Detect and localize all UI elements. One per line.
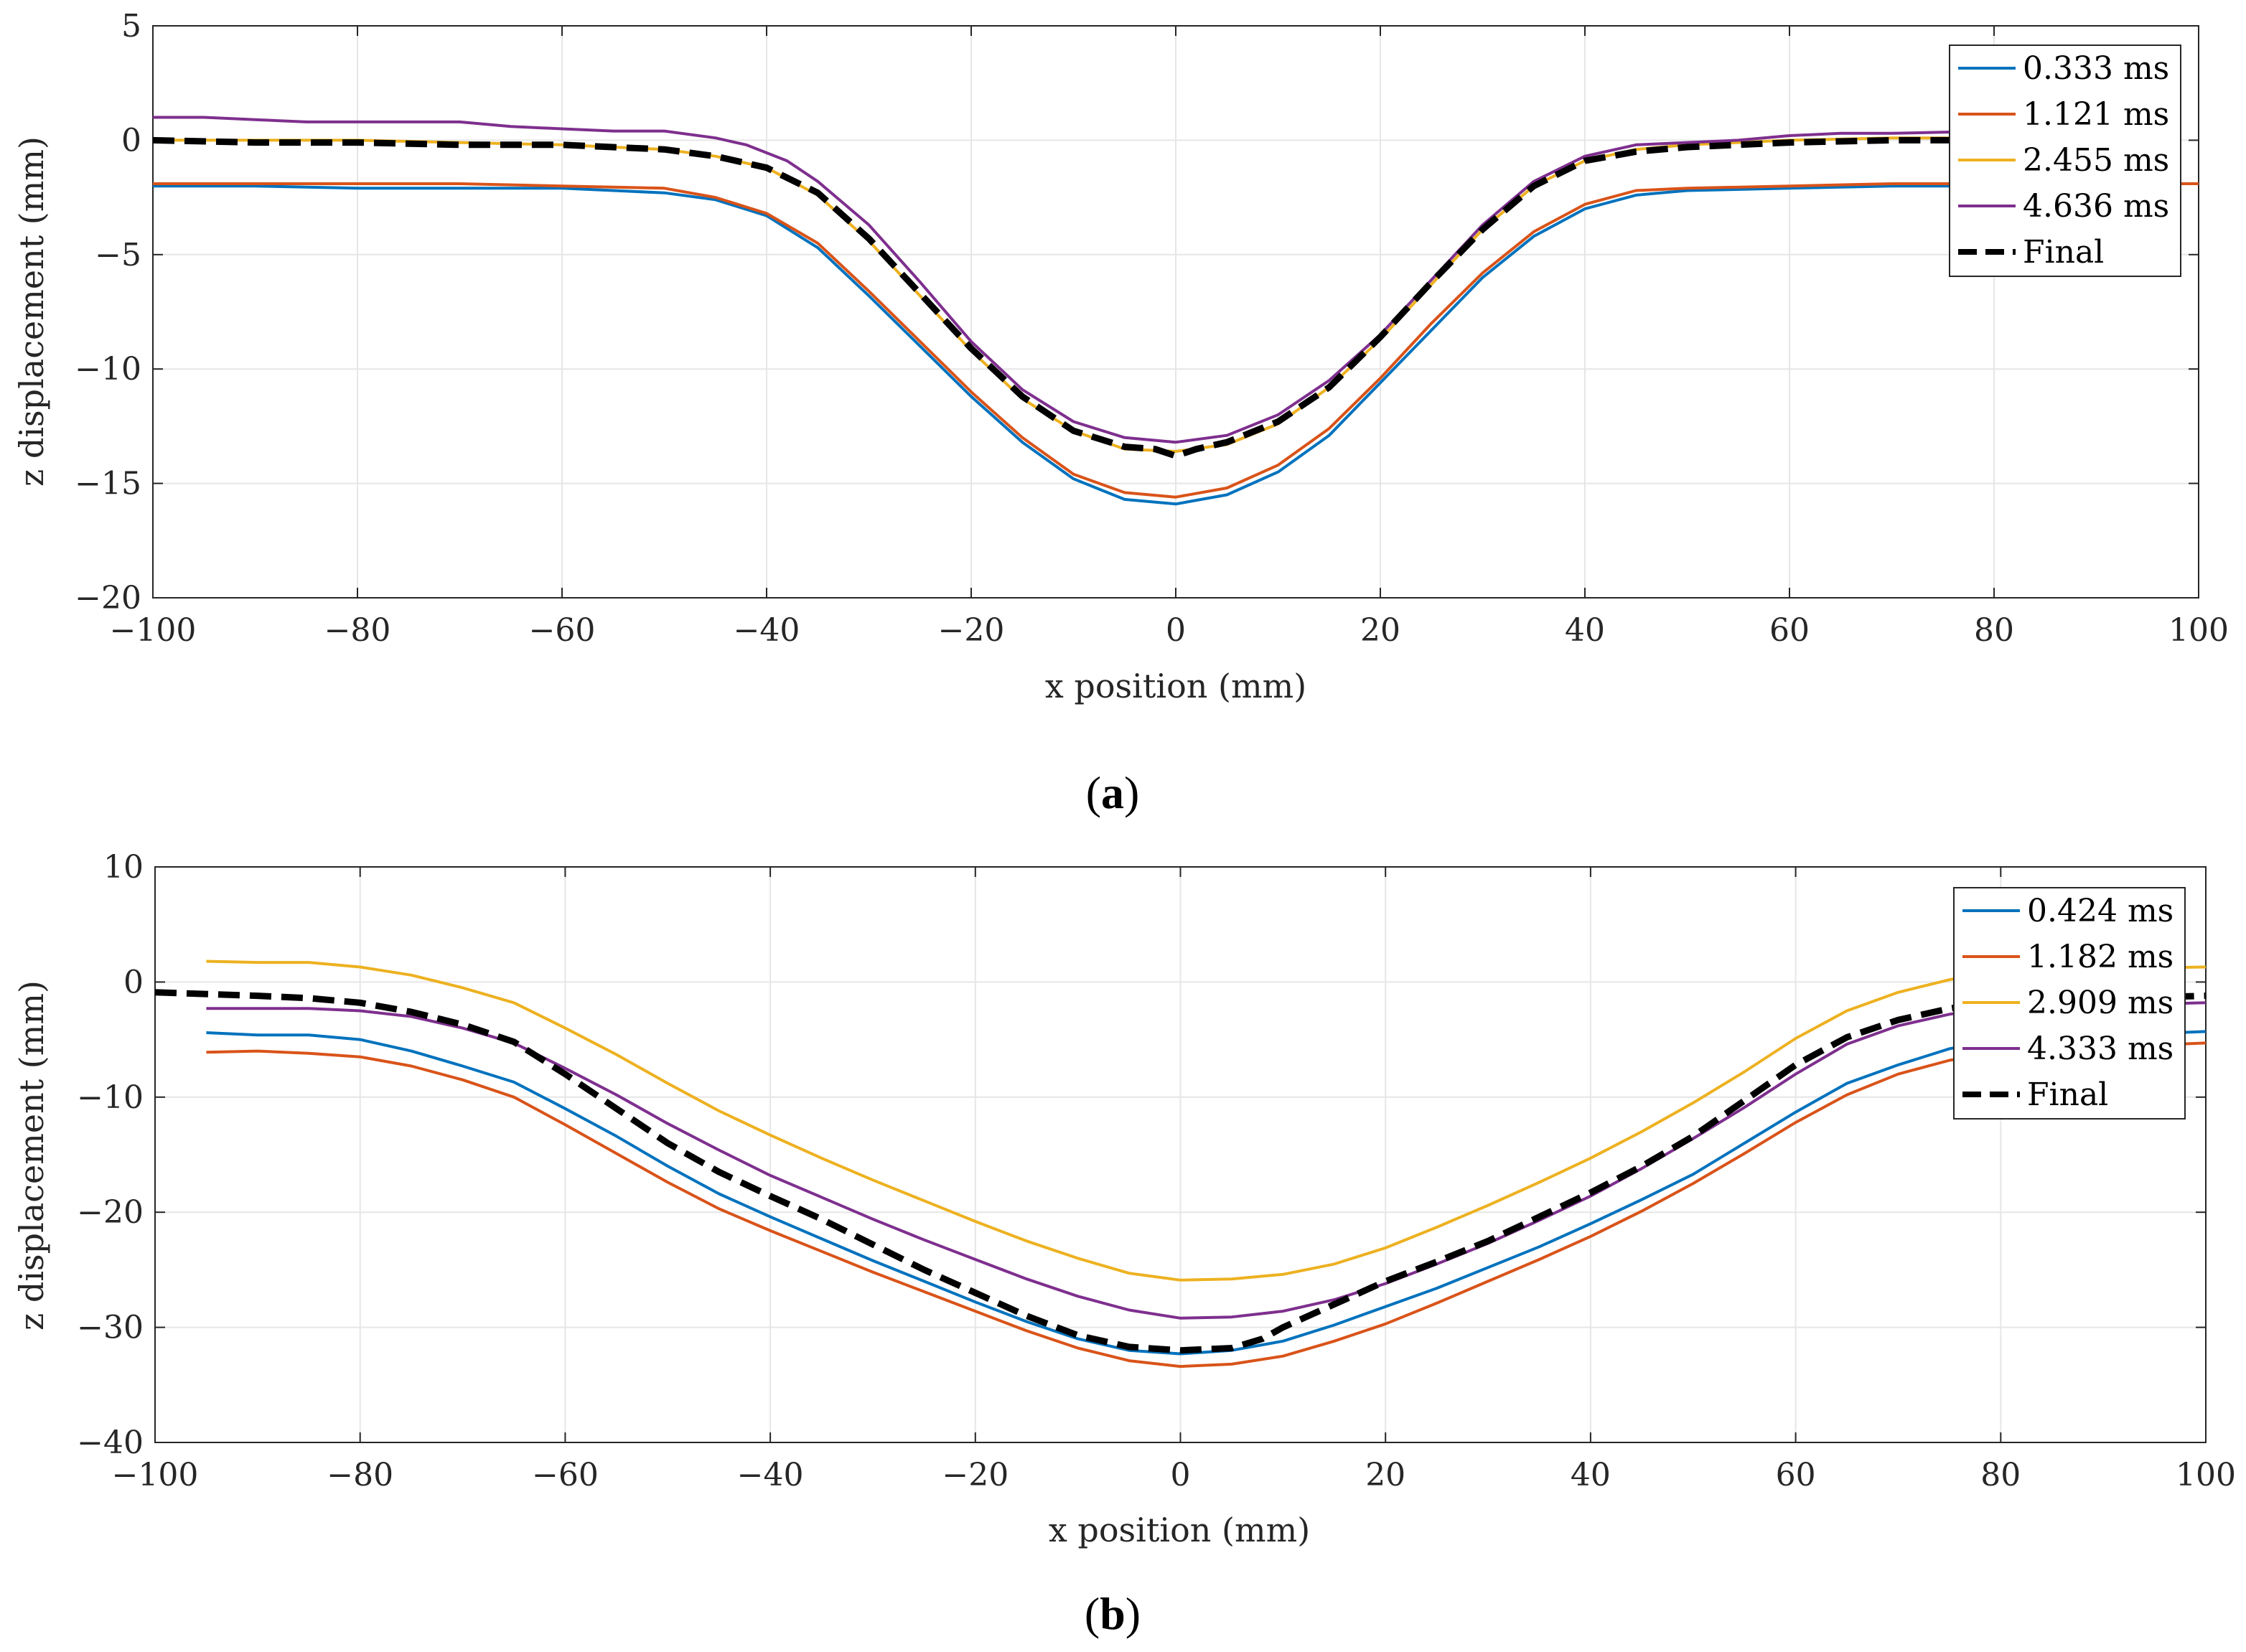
panel-a-x-tick-label: −80	[324, 612, 391, 649]
panel-a-x-tick-label: −60	[529, 612, 596, 649]
panel-b-y-ticks: 10 0 −10 −20 −30 −40	[77, 849, 2206, 1461]
panel-b-series-line-4	[206, 1001, 2207, 1320]
caption-a-letter: a	[1101, 767, 1124, 818]
legend-b-label-5: Final	[2027, 1076, 2108, 1113]
panel-b-legend-box	[1953, 887, 2186, 1120]
panel-a-x-tick-label: 80	[1974, 612, 2014, 649]
panel-a-y-tick-label: −15	[75, 466, 141, 502]
panel-a-legend: 0.333 ms 1.121 ms 2.455 ms 4.636 ms Fina…	[1949, 44, 2181, 277]
panel-a-y-axis-label: z displacement (mm)	[12, 136, 51, 487]
panel-a-x-tick-label: 0	[1166, 612, 1186, 649]
panel-a-y-tick-label: −5	[95, 237, 141, 273]
legend-b-label-4: 4.333 ms	[2027, 1031, 2174, 1067]
panel-b-x-tick-label: −60	[532, 1457, 599, 1493]
legend-b-label-1: 0.424 ms	[2027, 893, 2174, 929]
panel-b-x-tick-label: −40	[737, 1457, 804, 1493]
panel-b-grid	[154, 866, 2207, 1443]
panel-b-series-line-5	[154, 989, 2207, 1354]
panel-b-x-tick-label: 100	[2176, 1457, 2236, 1493]
panel-b-series-line-1	[206, 1030, 2207, 1356]
panel-b-x-tick-label: 20	[1365, 1457, 1405, 1493]
panel-b-x-tick-label: −80	[327, 1457, 393, 1493]
panel-a-y-tick-label: 5	[121, 8, 141, 44]
panel-b-y-tick-label: −30	[77, 1310, 144, 1346]
panel-a-lines	[152, 116, 2199, 506]
panel-b-x-ticks: −100 −80 −60 −40 −20 0 20 40 60 80 100	[112, 867, 2236, 1493]
panel-a-x-tick-label: −100	[110, 612, 197, 649]
panel-a-x-tick-label: −40	[734, 612, 800, 649]
panel-b-x-tick-label: 80	[1980, 1457, 2021, 1493]
panel-b-y-tick-label: 0	[123, 964, 144, 1000]
caption-a: (a)	[1086, 767, 1140, 818]
panel-b-y-tick-label: 10	[103, 849, 144, 886]
panel-a-y-ticks: 5 0 −5 −10 −15 −20	[75, 8, 2199, 616]
legend-b-label-3: 2.909 ms	[2027, 985, 2174, 1021]
caption-b-letter: b	[1100, 1588, 1126, 1639]
legend-a-label-4: 4.636 ms	[2023, 188, 2169, 225]
panel-a-x-tick-label: −20	[938, 612, 1005, 649]
legend-a-label-5: Final	[2023, 234, 2104, 271]
panel-a-x-tick-label: 40	[1565, 612, 1605, 649]
panel-a-series-line-5	[152, 136, 1994, 459]
legend-a-label-2: 1.121 ms	[2023, 96, 2169, 133]
panel-b-x-tick-label: 60	[1776, 1457, 1816, 1493]
legend-b-label-2: 1.182 ms	[2027, 939, 2174, 975]
panel-b-x-axis-label: x position (mm)	[1049, 1511, 1310, 1549]
panel-b-y-axis-label: z displacement (mm)	[12, 980, 51, 1330]
panel-a-series-line-4	[153, 116, 2168, 444]
panel-a-x-ticks: −100 −80 −60 −40 −20 0 20 40 60 80 100	[110, 26, 2229, 649]
panel-b-y-tick-label: −40	[77, 1425, 144, 1461]
panel-b-y-tick-label: −10	[77, 1079, 144, 1116]
legend-a-label-3: 2.455 ms	[2023, 142, 2169, 179]
caption-b: (b)	[1085, 1588, 1141, 1639]
panel-b-lines	[154, 959, 2207, 1369]
panel-b-x-tick-label: 40	[1571, 1457, 1611, 1493]
panel-a: −100 −80 −60 −40 −20 0 20 40 60 80 100 50−5−10−15−…	[0, 0, 2246, 710]
panel-a-x-tick-label: 60	[1769, 612, 1810, 649]
panel-a-y-tick-label: −20	[75, 580, 141, 616]
panel-b-y-tick-label: −20	[77, 1194, 144, 1231]
panel-a-y-tick-label: 0	[121, 122, 141, 159]
panel-b-x-tick-label: −100	[112, 1457, 199, 1493]
panel-b-x-tick-label: 0	[1171, 1457, 1191, 1493]
panel-b-series-line-3	[206, 959, 2207, 1282]
panel-b: −100 −80 −60 −40 −20 0 20 40 60 80 100 100−10−20−3…	[12, 849, 2236, 1549]
panel-b-x-tick-label: −20	[942, 1457, 1009, 1493]
legend-a-label-1: 0.333 ms	[2023, 50, 2169, 87]
panel-a-series-line-1	[153, 182, 2077, 506]
panel-a-x-tick-label: 100	[2168, 612, 2229, 649]
panel-a-background	[0, 0, 2246, 710]
panel-a-series-line-2	[153, 182, 2199, 499]
panel-b-series-line-2	[206, 1041, 2207, 1369]
panel-a-x-tick-label: 20	[1360, 612, 1400, 649]
panel-a-y-tick-label: −10	[75, 351, 141, 388]
panel-b-legend: 0.424 ms 1.182 ms 2.909 ms 4.333 ms Fina…	[1953, 887, 2186, 1120]
panel-a-x-axis-label: x position (mm)	[1045, 667, 1306, 705]
